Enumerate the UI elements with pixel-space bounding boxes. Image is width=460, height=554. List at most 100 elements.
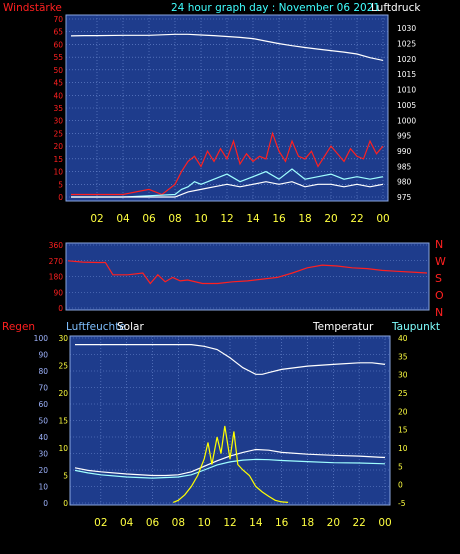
- y-tick-label: 70: [53, 15, 63, 24]
- x-tick-label: 02: [90, 213, 103, 225]
- y-tick-label: 1015: [397, 70, 416, 79]
- y-tick-label: 0: [58, 304, 63, 313]
- compass-label: N: [435, 238, 443, 251]
- y-tick-label: 980: [397, 178, 412, 187]
- y-tick-label: 10: [398, 444, 408, 453]
- y-tick-label: 50: [38, 417, 48, 426]
- y-tick-label: 60: [38, 400, 48, 409]
- y-tick-label: 5: [63, 472, 68, 481]
- y-tick-label: 20: [398, 407, 408, 416]
- y-tick-label: 90: [53, 288, 63, 297]
- y-tick-label: 10: [58, 444, 68, 453]
- x-tick-label: 16: [272, 213, 286, 225]
- compass-label: S: [435, 272, 442, 285]
- y-tick-label: 80: [38, 367, 48, 376]
- x-tick-label: 02: [94, 517, 107, 529]
- y-tick-label: 10: [38, 483, 48, 492]
- regen-label: Regen: [2, 321, 35, 333]
- y-tick-label: 55: [53, 53, 63, 62]
- y-tick-label: 270: [49, 257, 64, 266]
- y-tick-label: 70: [38, 384, 48, 393]
- y-tick-label: 15: [398, 426, 408, 435]
- y-tick-label: 1000: [397, 116, 416, 125]
- y-tick-label: 180: [49, 273, 64, 282]
- solar-label: Solar: [117, 321, 144, 333]
- y-tick-label: 5: [58, 180, 63, 189]
- x-tick-label: 06: [142, 213, 156, 225]
- y-tick-label: 5: [398, 462, 403, 471]
- x-tick-label: 14: [249, 517, 263, 529]
- luftfeuchte-line: [75, 344, 386, 375]
- y-tick-label: 30: [38, 450, 48, 459]
- luftfeuchte-label: Luftfeuchte: [66, 321, 126, 333]
- y-tick-label: 10: [53, 168, 63, 177]
- temperatur-label: Temperatur: [312, 321, 374, 333]
- y-tick-label: 45: [53, 79, 63, 88]
- taupunkt-label: Taupunkt: [391, 321, 440, 333]
- y-tick-label: 0: [58, 193, 63, 202]
- y-tick-label: 30: [58, 334, 68, 343]
- y-tick-label: 35: [398, 352, 408, 361]
- y-tick-label: 1030: [397, 24, 416, 33]
- x-tick-label: 18: [301, 517, 314, 529]
- y-tick-label: 20: [38, 466, 48, 475]
- x-tick-label: 06: [146, 517, 160, 529]
- x-tick-label: 04: [116, 213, 130, 225]
- windrichtung-line: [67, 260, 428, 285]
- y-tick-label: -5: [398, 499, 406, 508]
- temperatur-line: [74, 448, 386, 477]
- y-tick-label: 30: [53, 117, 63, 126]
- y-tick-label: 1010: [397, 86, 416, 95]
- y-tick-label: 25: [58, 362, 68, 371]
- x-tick-label: 22: [350, 213, 363, 225]
- y-tick-label: 975: [397, 193, 412, 202]
- y-tick-label: 40: [38, 433, 48, 442]
- graph-title: 24 hour graph day : November 06 2021: [171, 2, 380, 14]
- y-tick-label: 990: [397, 147, 412, 156]
- y-tick-label: 0: [63, 499, 68, 508]
- y-tick-label: 360: [49, 241, 64, 250]
- x-tick-label: 08: [168, 213, 181, 225]
- x-tick-label: 08: [172, 517, 185, 529]
- y-tick-label: 15: [53, 155, 63, 164]
- y-tick-label: 1020: [397, 55, 416, 64]
- y-tick-label: 20: [53, 142, 63, 151]
- y-tick-label: 1025: [397, 40, 416, 49]
- y-tick-label: 25: [398, 389, 408, 398]
- y-tick-label: 25: [53, 129, 63, 138]
- luftdruck-label: Luftdruck: [371, 2, 421, 14]
- x-tick-label: 22: [352, 517, 365, 529]
- windst-rke-line: [71, 168, 384, 198]
- x-tick-label: 04: [120, 517, 134, 529]
- y-tick-label: 0: [43, 499, 48, 508]
- x-tick-label: 12: [223, 517, 236, 529]
- windb-en-line: [71, 131, 384, 196]
- x-tick-label: 10: [197, 517, 210, 529]
- x-tick-label: 16: [275, 517, 289, 529]
- y-tick-label: 40: [398, 334, 408, 343]
- y-tick-label: 20: [58, 389, 68, 398]
- x-tick-label: 00: [378, 517, 391, 529]
- solar-line: [172, 425, 289, 503]
- x-tick-label: 18: [298, 213, 311, 225]
- y-tick-label: 100: [34, 334, 49, 343]
- x-tick-label: 12: [220, 213, 233, 225]
- compass-label: O: [435, 289, 444, 302]
- x-tick-label: 20: [327, 517, 340, 529]
- x-tick-label: 14: [246, 213, 260, 225]
- y-tick-label: 995: [397, 132, 412, 141]
- y-tick-label: 90: [38, 351, 48, 360]
- y-tick-label: 60: [53, 40, 63, 49]
- y-tick-label: 30: [398, 371, 408, 380]
- y-tick-label: 65: [53, 28, 63, 37]
- y-tick-label: 985: [397, 162, 412, 171]
- x-tick-label: 00: [376, 213, 389, 225]
- y-tick-label: 15: [58, 417, 68, 426]
- compass-label: W: [435, 255, 446, 268]
- compass-label: N: [435, 306, 443, 319]
- y-tick-label: 40: [53, 91, 63, 100]
- wind-mittel-line: [71, 181, 384, 198]
- luftdruck-line: [70, 33, 384, 61]
- x-tick-label: 20: [324, 213, 337, 225]
